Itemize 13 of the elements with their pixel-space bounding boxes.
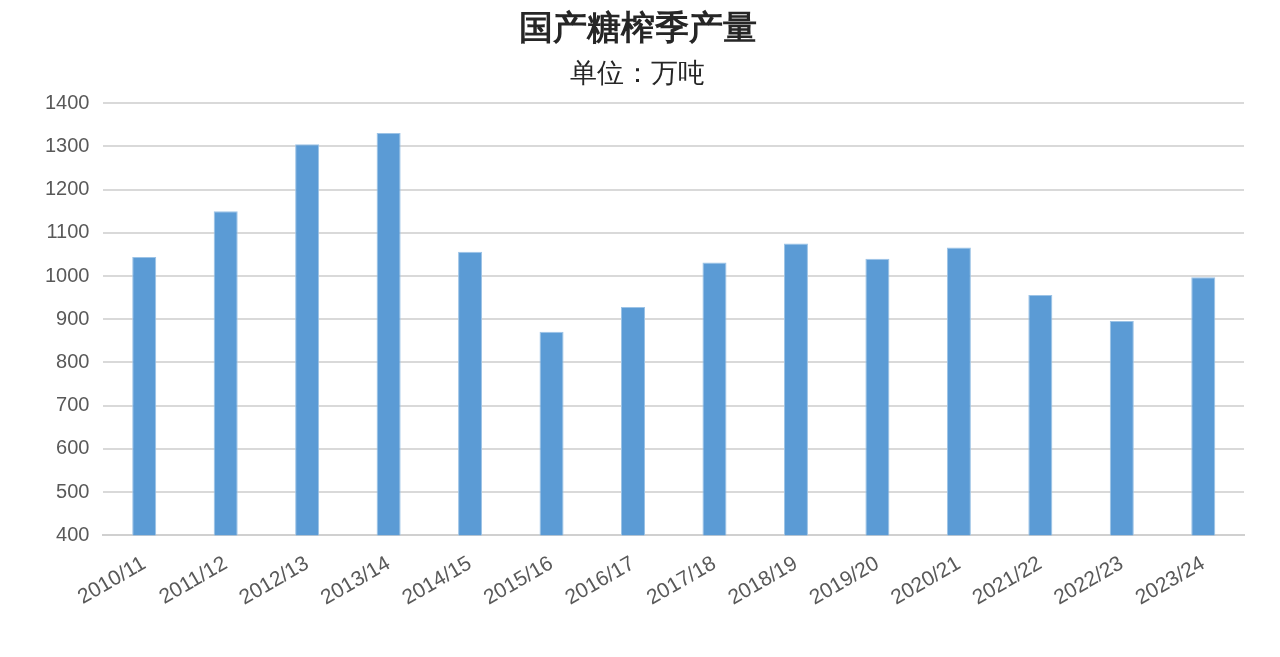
y-tick-label: 500 — [56, 479, 90, 502]
chart-title: 国产糖榨季产量 — [518, 7, 757, 48]
y-tick-label: 400 — [56, 522, 90, 545]
y-tick-label: 1000 — [44, 263, 90, 286]
chart-subtitle: 单位：万吨 — [570, 57, 705, 89]
y-tick-label: 1400 — [44, 90, 90, 113]
y-tick-label: 700 — [56, 393, 90, 416]
y-tick-label: 900 — [56, 306, 90, 329]
y-tick-label: 1300 — [44, 133, 90, 156]
y-tick-label: 1100 — [46, 220, 90, 243]
y-tick-label: 800 — [56, 349, 90, 372]
y-tick-label: 1200 — [44, 177, 90, 200]
y-tick-label: 600 — [56, 436, 90, 459]
